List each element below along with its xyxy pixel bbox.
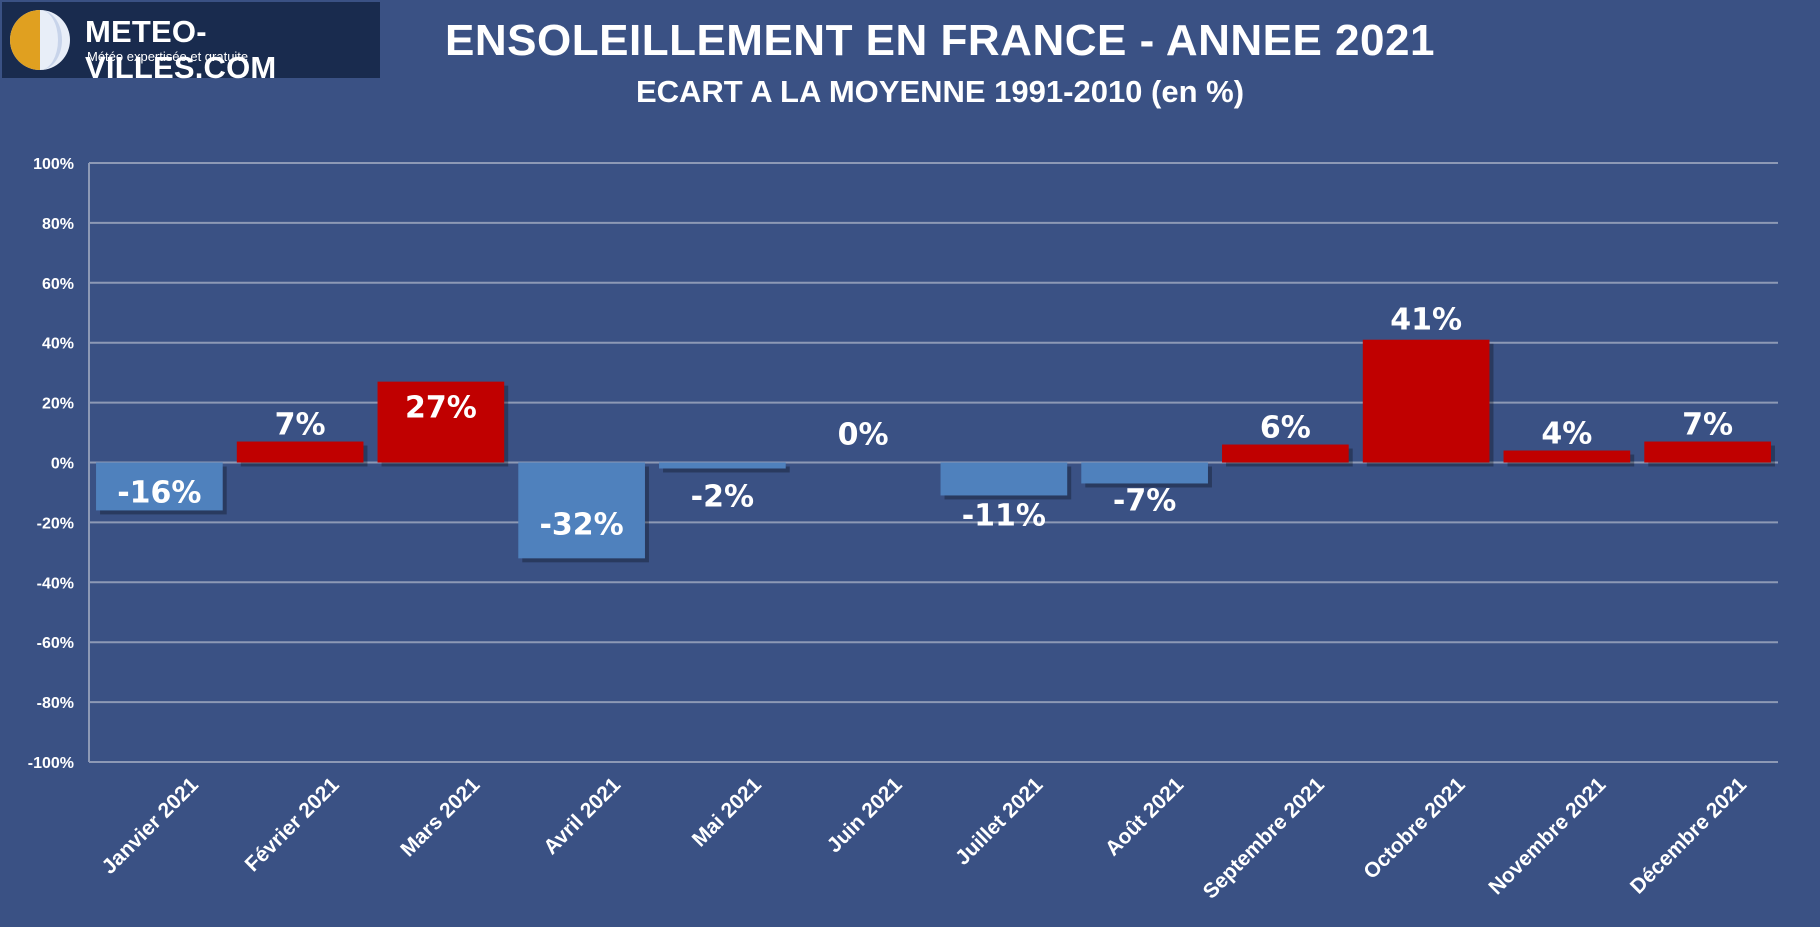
x-tick-label: Mars 2021	[396, 773, 484, 861]
x-tick-label: Décembre 2021	[1626, 773, 1751, 898]
site-logo[interactable]: METEO-VILLES.COM Météo expertisée et gra…	[2, 2, 380, 85]
sun-logo-icon	[10, 10, 70, 70]
y-tick-label: 80%	[42, 216, 74, 233]
y-tick-label: 20%	[42, 396, 74, 413]
x-tick-label: Février 2021	[241, 773, 344, 876]
bar	[940, 462, 1068, 496]
x-tick-label: Octobre 2021	[1359, 773, 1470, 884]
x-tick-label: Septembre 2021	[1199, 773, 1329, 903]
y-tick-label: -40%	[37, 575, 74, 592]
data-label: -2%	[691, 479, 754, 514]
y-tick-label: 60%	[42, 276, 74, 293]
x-tick-label: Août 2021	[1101, 773, 1188, 860]
logo-tagline: Météo expertisée et gratuite	[87, 49, 249, 64]
y-tick-label: 100%	[33, 156, 74, 173]
bar	[377, 381, 505, 463]
x-tick-label: Juillet 2021	[951, 773, 1048, 870]
y-tick-label: 40%	[42, 336, 74, 353]
x-tick-label: Avril 2021	[539, 773, 625, 859]
data-label: 41%	[1390, 303, 1462, 338]
bar	[1081, 462, 1208, 484]
chart-subtitle: ECART A LA MOYENNE 1991-2010 (en %)	[635, 74, 1245, 109]
y-tick-label: -80%	[37, 695, 74, 712]
y-tick-label: -20%	[37, 515, 74, 532]
y-tick-label: 0%	[51, 456, 74, 473]
bar	[659, 462, 786, 469]
bar	[1503, 450, 1631, 463]
data-label: 0%	[838, 418, 889, 453]
data-label: 4%	[1541, 417, 1592, 452]
bar	[1222, 444, 1349, 463]
y-tick-label: -100%	[28, 755, 74, 772]
x-tick-label: Juin 2021	[823, 773, 907, 857]
bar	[236, 441, 364, 463]
data-label: -32%	[539, 508, 623, 543]
logo-name: METEO-VILLES.COM	[85, 14, 277, 85]
bar	[518, 462, 645, 559]
data-label: -11%	[962, 498, 1046, 533]
data-label: 27%	[405, 391, 477, 426]
data-label: -7%	[1113, 483, 1176, 518]
data-label: -16%	[117, 476, 201, 511]
x-tick-label: Janvier 2021	[97, 773, 203, 879]
y-tick-label: -60%	[37, 635, 74, 652]
bar-shadow	[663, 466, 790, 473]
bar	[1644, 441, 1771, 463]
chart-title: ENSOLEILLEMENT EN FRANCE - ANNEE 2021	[445, 16, 1435, 65]
x-tick-label: Mai 2021	[688, 773, 766, 851]
bar	[1362, 339, 1490, 463]
data-label: 6%	[1260, 411, 1311, 446]
x-tick-label: Novembre 2021	[1484, 773, 1610, 899]
data-label: 7%	[275, 408, 326, 443]
bar	[96, 462, 223, 511]
data-label: 7%	[1682, 408, 1733, 443]
